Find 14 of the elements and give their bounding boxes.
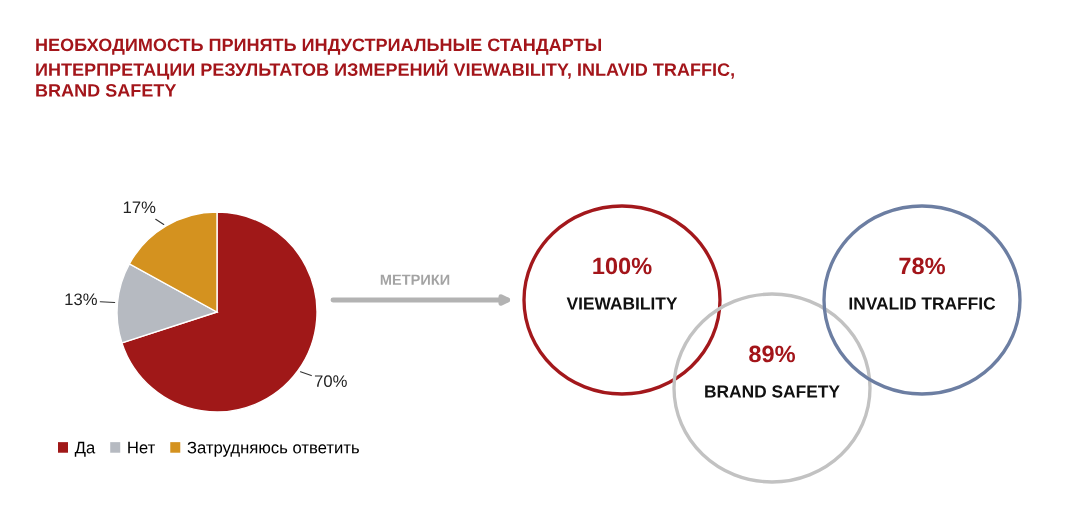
data-label: 78% — [899, 257, 946, 275]
data-label: 70% — [314, 375, 347, 388]
data-label: 89% — [749, 345, 796, 363]
data-label: 17% — [123, 201, 156, 214]
legend-label: Да — [74, 441, 96, 457]
text: МЕТРИКИ — [380, 274, 450, 285]
category-label: VIEWABILITY — [566, 297, 678, 310]
legend-label: Нет — [128, 441, 155, 454]
chart-title: НЕОБХОДИМОСТЬ ПРИНЯТЬ ИНДУСТРИАЛЬНЫЕ СТАНДАРТЫ ИНТЕРПРЕТАЦИИ РЕЗУЛЬТАТОВ ИЗМЕРЕНИЙ VIEWABILITY, INLAVID TRAFFIC, BRAND SAFETY — [36, 38, 734, 97]
data-label: 100% — [593, 257, 652, 275]
data-label: 13% — [65, 293, 97, 306]
category-label: INVALID TRAFFIC — [849, 297, 996, 310]
legend-label: Затрудняюсь ответить — [187, 441, 359, 457]
category-label: BRAND SAFETY — [705, 385, 840, 398]
